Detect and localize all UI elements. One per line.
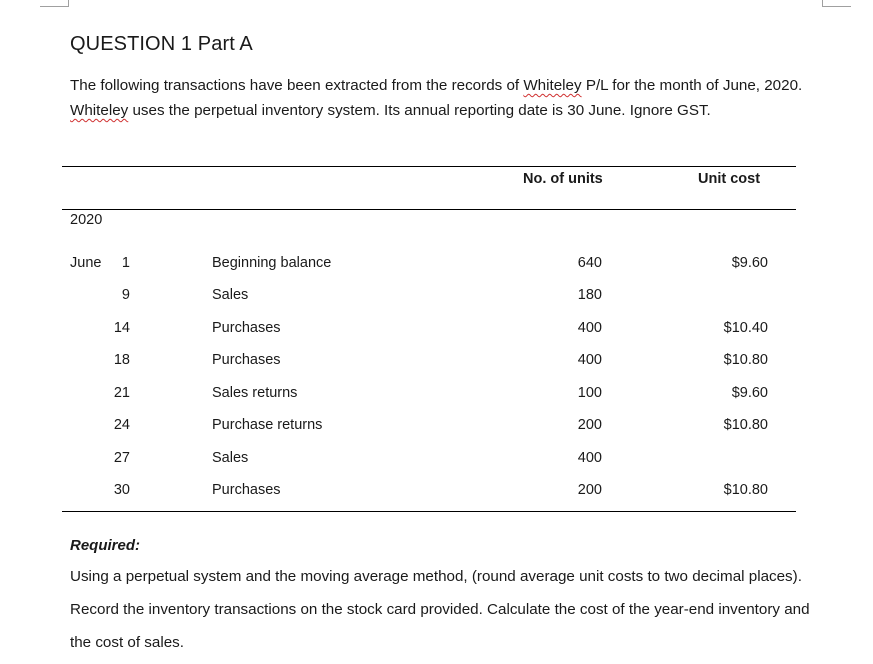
table-row: 30 Purchases 200 $10.80 (0, 482, 873, 504)
table-top-rule (62, 166, 796, 167)
row-description: Sales (212, 450, 249, 466)
table-row: 27 Sales 400 (0, 450, 873, 472)
row-unit-cost: $10.40 (723, 320, 768, 336)
company-name-2: Whiteley (70, 102, 129, 119)
table-row: 9 Sales 180 (0, 287, 873, 309)
row-description: Sales returns (212, 385, 298, 401)
required-heading: Required: (70, 537, 141, 554)
row-description: Beginning balance (212, 255, 332, 271)
intro-text-1: The following transactions have been ext… (70, 77, 524, 94)
row-units: 100 (577, 385, 602, 401)
row-units: 200 (577, 482, 602, 498)
row-day: 27 (113, 450, 130, 466)
row-description: Sales (212, 287, 249, 303)
table-row: 21 Sales returns 100 $9.60 (0, 385, 873, 407)
header-unit-cost: Unit cost (698, 171, 761, 187)
table-header-rule (62, 209, 796, 210)
row-units: 200 (577, 417, 602, 433)
row-units: 180 (577, 287, 602, 303)
table-year: 2020 (70, 212, 103, 228)
row-month: June (70, 255, 102, 271)
row-units: 640 (577, 255, 602, 271)
intro-text-3: uses the perpetual inventory system. Its… (128, 102, 711, 119)
row-day: 24 (113, 417, 130, 433)
row-unit-cost: $9.60 (731, 385, 768, 401)
row-day: 30 (113, 482, 130, 498)
header-units: No. of units (523, 171, 603, 187)
intro-text-2: P/L for the month of June, 2020. (581, 77, 803, 94)
row-description: Purchases (212, 352, 281, 368)
row-units: 400 (577, 450, 602, 466)
page-crop-mark-right (822, 0, 851, 7)
row-units: 400 (577, 320, 602, 336)
row-description: Purchases (212, 482, 281, 498)
row-description: Purchase returns (212, 417, 323, 433)
row-unit-cost: $10.80 (723, 352, 768, 368)
question-title: QUESTION 1 Part A (70, 33, 253, 55)
row-unit-cost: $10.80 (723, 417, 768, 433)
row-day: 14 (113, 320, 130, 336)
table-bottom-rule (62, 511, 796, 512)
row-day: 18 (113, 352, 130, 368)
row-day: 9 (121, 287, 130, 303)
table-row: June 1 Beginning balance 640 $9.60 (0, 255, 873, 277)
intro-paragraph: The following transactions have been ext… (70, 73, 810, 123)
row-unit-cost: $9.60 (731, 255, 768, 271)
table-row: 18 Purchases 400 $10.80 (0, 352, 873, 374)
required-instructions: Using a perpetual system and the moving … (70, 568, 810, 651)
row-description: Purchases (212, 320, 281, 336)
row-unit-cost: $10.80 (723, 482, 768, 498)
company-name: Whiteley (523, 77, 582, 94)
row-day: 21 (113, 385, 130, 401)
row-day: 1 (121, 255, 130, 271)
table-row: 14 Purchases 400 $10.40 (0, 320, 873, 342)
page-crop-mark-left (40, 0, 69, 7)
table-row: 24 Purchase returns 200 $10.80 (0, 417, 873, 439)
row-units: 400 (577, 352, 602, 368)
